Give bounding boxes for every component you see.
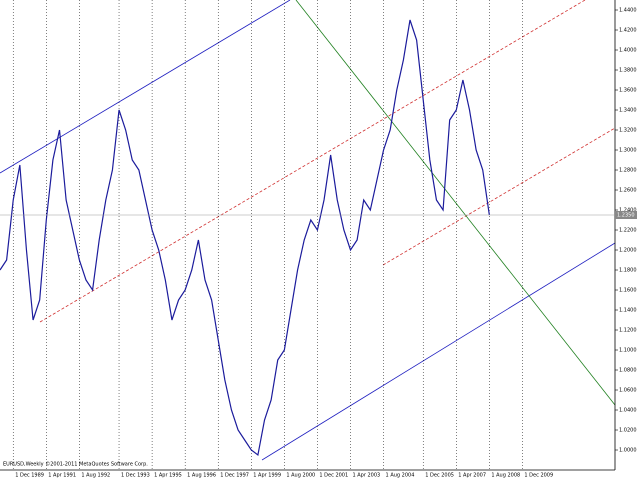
last-price-box bbox=[615, 211, 637, 219]
x-tick-label: 1 Dec 1997 bbox=[220, 473, 249, 479]
x-tick-label: 1 Aug 1996 bbox=[187, 473, 216, 479]
y-tick-label: 1.4200 bbox=[619, 28, 637, 34]
x-tick-label: 1 Apr 1999 bbox=[253, 473, 281, 479]
x-tick-label: 1 Aug 2004 bbox=[386, 473, 415, 479]
y-tick-label: 1.2000 bbox=[619, 248, 637, 254]
x-tick-label: 1 Apr 1995 bbox=[154, 473, 182, 479]
x-tick-label: 1 Aug 2000 bbox=[286, 473, 315, 479]
y-tick-label: 1.0800 bbox=[619, 368, 637, 374]
x-tick-label: 1 Dec 2001 bbox=[319, 473, 348, 479]
x-tick-label: 1 Dec 1989 bbox=[15, 473, 44, 479]
y-tick-label: 1.1200 bbox=[619, 328, 637, 334]
y-tick-label: 1.2800 bbox=[619, 168, 637, 174]
y-tick-label: 1.2400 bbox=[619, 208, 637, 214]
y-tick-label: 1.3800 bbox=[619, 68, 637, 74]
y-tick-label: 1.4400 bbox=[619, 8, 637, 14]
chart-title: EURUSD,Weekly ©2001-2011 MetaQuotes Soft… bbox=[3, 461, 148, 468]
price-line bbox=[0, 19, 490, 457]
y-tick-label: 1.0600 bbox=[619, 388, 637, 394]
channel-line bbox=[0, 0, 291, 174]
y-tick-label: 1.0000 bbox=[619, 448, 637, 454]
channel-line bbox=[261, 242, 616, 461]
y-tick-label: 1.1600 bbox=[619, 288, 637, 294]
y-tick-label: 1.1800 bbox=[619, 268, 637, 274]
x-tick-label: 1 Apr 2007 bbox=[458, 473, 486, 479]
y-tick-label: 1.2600 bbox=[619, 188, 637, 194]
y-tick-label: 1.3000 bbox=[619, 148, 637, 154]
x-tick-label: 1 Apr 2003 bbox=[352, 473, 380, 479]
x-tick-label: 1 Dec 1993 bbox=[121, 473, 150, 479]
x-tick-label: 1 Dec 2009 bbox=[524, 473, 553, 479]
y-tick-label: 1.1000 bbox=[619, 348, 637, 354]
y-tick-label: 1.4000 bbox=[619, 48, 637, 54]
y-tick-label: 1.2200 bbox=[619, 228, 637, 234]
channel-line bbox=[39, 0, 586, 323]
y-tick-label: 1.3200 bbox=[619, 128, 637, 134]
y-tick-label: 1.0200 bbox=[619, 428, 637, 434]
y-tick-label: 1.0400 bbox=[619, 408, 637, 414]
last-price-label: 1.2350 bbox=[617, 213, 635, 219]
channel-line bbox=[295, 0, 616, 406]
y-tick-label: 1.3400 bbox=[619, 108, 637, 114]
x-tick-label: 1 Aug 1992 bbox=[81, 473, 110, 479]
x-tick-label: 1 Apr 1991 bbox=[48, 473, 76, 479]
y-tick-label: 1.1400 bbox=[619, 308, 637, 314]
channels bbox=[0, 0, 616, 461]
x-tick-label: 1 Aug 2008 bbox=[491, 473, 520, 479]
y-tick-label: 1.3600 bbox=[619, 88, 637, 94]
x-tick-label: 1 Dec 2005 bbox=[425, 473, 454, 479]
